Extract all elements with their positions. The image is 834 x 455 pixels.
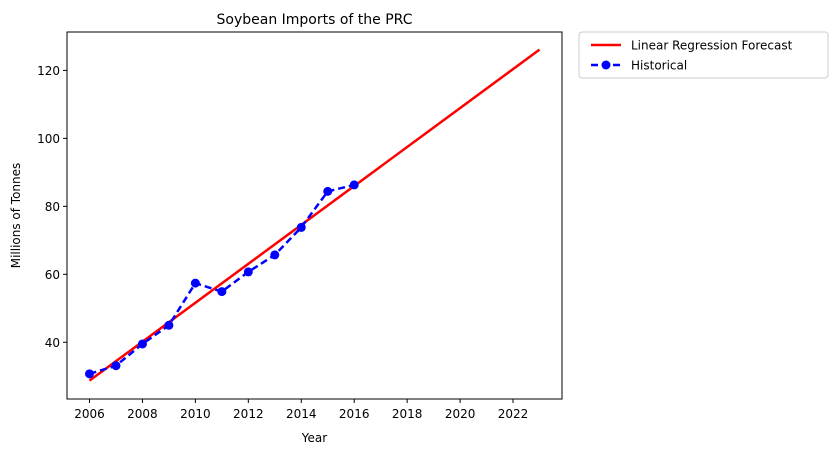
y-tick-label: 60 [45, 268, 60, 282]
y-tick-label: 80 [45, 200, 60, 214]
x-tick-label: 2022 [498, 407, 529, 421]
data-point-historical [323, 186, 333, 196]
x-axis: 2006 2008 2010 2012 2014 2016 2018 2020 2022 [74, 399, 528, 421]
x-tick-label: 2018 [392, 407, 423, 421]
x-axis-label: Year [301, 431, 327, 445]
data-point-historical [190, 278, 200, 288]
y-axis: 40 60 80 100 120 [37, 64, 67, 350]
y-tick-label: 120 [37, 64, 60, 78]
x-tick-label: 2012 [233, 407, 264, 421]
x-tick-label: 2016 [339, 407, 370, 421]
data-point-historical [111, 361, 121, 371]
data-point-historical [137, 339, 147, 349]
x-tick-label: 2006 [74, 407, 105, 421]
data-point-historical [85, 369, 94, 379]
data-point-historical [164, 320, 174, 330]
data-point-historical [217, 287, 227, 297]
plot-frame [66, 31, 563, 400]
x-tick-label: 2008 [127, 407, 158, 421]
legend-marker-historical [601, 60, 611, 70]
data-point-historical [349, 180, 359, 190]
legend: Linear Regression Forecast Historical [578, 31, 829, 79]
chart-title: Soybean Imports of the PRC [217, 12, 413, 28]
y-tick-label: 40 [45, 336, 60, 350]
legend-label-historical: Historical [631, 59, 687, 73]
x-tick-label: 2014 [286, 407, 317, 421]
data-point-historical [243, 267, 253, 277]
data-point-historical [270, 250, 280, 260]
y-tick-label: 100 [37, 132, 60, 146]
series-layer [85, 48, 541, 382]
data-point-historical [296, 222, 306, 232]
legend-box [578, 31, 829, 79]
legend-label-forecast: Linear Regression Forecast [631, 39, 793, 53]
x-tick-label: 2010 [180, 407, 211, 421]
x-tick-label: 2020 [445, 407, 476, 421]
y-axis-label: Millions of Tonnes [9, 163, 23, 269]
